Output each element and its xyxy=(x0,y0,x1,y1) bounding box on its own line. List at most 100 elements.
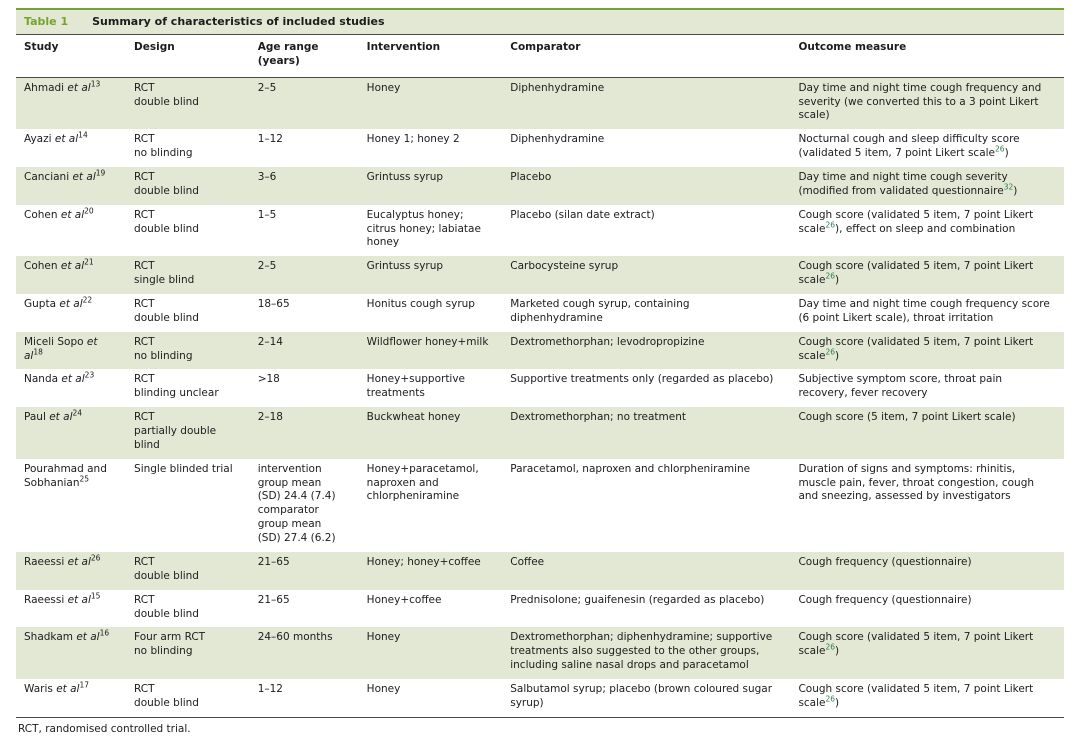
study-cell: Miceli Sopo et al18 xyxy=(24,335,98,362)
comparator-cell: Diphenhydramine xyxy=(510,133,605,146)
comparator-cell: Placebo (silan date extract) xyxy=(510,208,655,221)
age-cell: 1–12 xyxy=(257,133,283,146)
study-cell: Ayazi et al14 xyxy=(24,130,88,146)
reference-superscript: 23 xyxy=(84,370,95,380)
design-cell: RCT single blind xyxy=(134,260,195,287)
study-cell: Shadkam et al16 xyxy=(24,628,110,644)
reference-superscript: 26 xyxy=(995,144,1005,154)
design-cell: RCT double blind xyxy=(134,298,199,324)
study-et-al: et al xyxy=(76,631,100,644)
studies-table: Study Design Age range (years) Intervention… xyxy=(16,35,1064,718)
reference-superscript: 26 xyxy=(825,347,836,357)
table-title: Summary of characteristics of included s… xyxy=(92,15,385,28)
outcome-cell: Subjective symptom score, throat pain re… xyxy=(798,373,1003,400)
table-label: Table 1 xyxy=(24,15,69,28)
design-cell: RCT blinding unclear xyxy=(134,373,219,400)
design-cell: RCT partially double blind xyxy=(134,411,217,451)
outcome-cell: Day time and night time cough severity (… xyxy=(798,171,1018,197)
intervention-cell: Honitus cough syrup xyxy=(366,298,475,311)
age-cell: 2–5 xyxy=(257,81,277,94)
table-row: Canciani et al19 RCT double blind 3–6 Grint… xyxy=(16,167,1064,205)
comparator-cell: Supportive treatments only (regarded as … xyxy=(510,373,774,386)
outcome-cell: Cough frequency (questionnaire) xyxy=(798,555,972,568)
comparator-cell: Carbocysteine syrup xyxy=(510,260,619,273)
study-cell: Raeessi et al26 xyxy=(24,553,101,568)
age-cell: 2–18 xyxy=(257,411,283,424)
table-row: Cohen et al20 RCT double blind 1–5 Eucalypt… xyxy=(16,204,1064,257)
reference-superscript: 18 xyxy=(33,347,43,357)
design-cell: RCT no blinding xyxy=(134,133,193,160)
design-cell: RCT double blind xyxy=(134,682,199,709)
age-cell: 24–60 months xyxy=(257,631,333,644)
table-row: Ayazi et al14 RCT no blinding 1–12 Honey 1;… xyxy=(16,129,1064,168)
reference-superscript: 19 xyxy=(95,168,106,178)
table-row: Gupta et al22 RCT double blind 18–65 Honitu… xyxy=(16,294,1064,332)
study-et-al: et al xyxy=(56,682,80,695)
intervention-cell: Grintuss syrup xyxy=(366,171,444,184)
study-cell: Nanda et al23 xyxy=(24,370,95,386)
comparator-cell: Diphenhydramine xyxy=(510,81,605,94)
study-cell: Ahmadi et al13 xyxy=(24,79,101,94)
reference-superscript: 26 xyxy=(825,694,836,704)
age-cell: >18 xyxy=(257,373,280,386)
design-cell: RCT double blind xyxy=(134,208,199,235)
design-cell: RCT double blind xyxy=(134,171,199,197)
outcome-cell: Cough score (5 item, 7 point Likert scal… xyxy=(798,411,1016,424)
age-cell: intervention group mean (SD) 24.4 (7.4) … xyxy=(257,462,336,545)
age-cell: 1–12 xyxy=(257,682,283,695)
design-cell: Four arm RCT no blinding xyxy=(134,631,206,658)
design-cell: RCT double blind xyxy=(134,555,199,582)
reference-superscript: 21 xyxy=(84,257,94,267)
reference-superscript: 32 xyxy=(1003,182,1014,192)
study-et-al: et al xyxy=(67,593,91,606)
table-row: Paul et al24 RCT partially double blind 2–… xyxy=(16,407,1064,459)
table-row: Cohen et al21 RCT single blind 2–5 Grintuss… xyxy=(16,256,1064,295)
outcome-cell: Cough score (validated 5 item, 7 point L… xyxy=(798,335,1034,362)
table-title-band: Table 1 Summary of characteristics of in… xyxy=(16,8,1064,35)
study-cell: Cohen et al21 xyxy=(24,257,94,273)
comparator-cell: Dextromethorphan; diphenhydramine; suppo… xyxy=(510,631,773,672)
study-cell: Waris et al17 xyxy=(24,680,90,695)
column-header-study: Study xyxy=(16,35,127,78)
reference-superscript: 25 xyxy=(79,474,90,484)
age-cell: 18–65 xyxy=(257,298,290,311)
study-cell: Raeessi et al15 xyxy=(24,591,101,606)
study-et-al: et al xyxy=(59,298,83,311)
design-cell: RCT double blind xyxy=(134,593,199,620)
study-et-al: et al xyxy=(67,555,91,568)
reference-superscript: 26 xyxy=(90,553,101,563)
table-row: Nanda et al23 RCT blinding unclear >18 Hone… xyxy=(16,369,1064,408)
column-header-age-range-years: Age range (years) xyxy=(249,35,359,78)
study-et-al: et al xyxy=(60,208,85,221)
column-header-intervention: Intervention xyxy=(358,35,503,78)
intervention-cell: Honey 1; honey 2 xyxy=(366,133,460,146)
design-cell: RCT no blinding xyxy=(134,335,193,362)
design-cell: Single blinded trial xyxy=(134,462,233,475)
intervention-cell: Honey xyxy=(366,631,401,644)
comparator-cell: Placebo xyxy=(510,171,552,184)
study-et-al: et al xyxy=(24,335,98,362)
intervention-cell: Honey xyxy=(366,81,401,94)
reference-superscript: 14 xyxy=(78,130,88,140)
reference-superscript: 20 xyxy=(84,206,94,216)
table-header-row: Study Design Age range (years) Intervention… xyxy=(16,35,1064,78)
study-cell: Canciani et al19 xyxy=(24,168,106,184)
outcome-cell: Cough score (validated 5 item, 7 point L… xyxy=(798,631,1034,658)
outcome-cell: Duration of signs and symptoms: rhinitis… xyxy=(798,462,1035,503)
table-row: Shadkam et al16 Four arm RCT no blinding 2… xyxy=(16,627,1064,679)
intervention-cell: Eucalyptus honey; citrus honey; labiatae… xyxy=(366,208,481,249)
study-cell: Paul et al24 xyxy=(24,408,83,424)
table-row: Raeessi et al15 RCT double blind 21–65 Hone… xyxy=(16,589,1064,628)
study-cell: Gupta et al22 xyxy=(24,295,93,311)
column-header-design: Design xyxy=(126,35,250,78)
reference-superscript: 15 xyxy=(90,591,101,601)
comparator-cell: Dextromethorphan; levodropropizine xyxy=(510,335,705,348)
reference-superscript: 26 xyxy=(825,271,836,281)
design-cell: RCT double blind xyxy=(134,81,199,108)
reference-superscript: 22 xyxy=(82,295,93,305)
outcome-cell: Cough score (validated 5 item, 7 point L… xyxy=(798,208,1034,235)
study-et-al: et al xyxy=(54,133,79,146)
intervention-cell: Buckwheat honey xyxy=(366,411,461,424)
age-cell: 3–6 xyxy=(257,171,277,184)
